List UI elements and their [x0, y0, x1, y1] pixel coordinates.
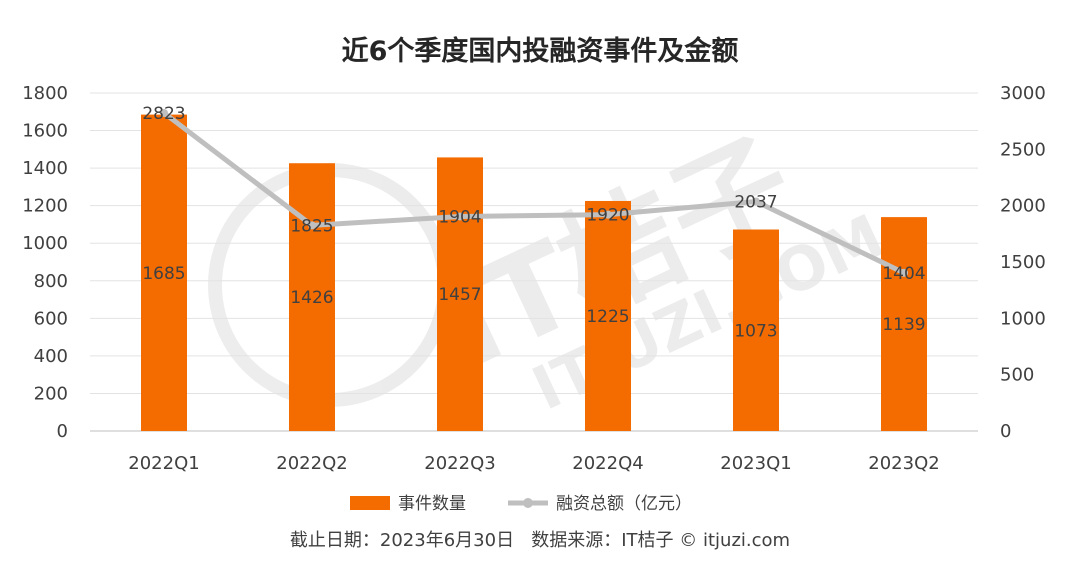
bar: [881, 217, 927, 431]
x-tick-label: 2022Q4: [572, 453, 643, 474]
x-tick-label: 2022Q1: [128, 453, 199, 474]
bar-data-label: 1073: [734, 321, 777, 341]
line-data-label: 2037: [734, 192, 777, 212]
bar-data-label: 1225: [586, 307, 629, 327]
bar: [733, 229, 779, 431]
corner-watermark-label: 大数跨境: [50, 542, 118, 563]
y-right-tick-label: 0: [1000, 421, 1011, 442]
line-data-label: 1920: [586, 206, 629, 226]
bar-data-label: 1426: [290, 288, 333, 308]
line-point: [308, 221, 316, 230]
legend-label-events: 事件数量: [398, 494, 466, 514]
y-right-tick-label: 1500: [1000, 252, 1046, 273]
y-left-tick-label: 400: [34, 346, 68, 367]
bar-data-label: 1139: [882, 315, 925, 335]
y-right-tick-label: 3000: [1000, 83, 1046, 104]
line-labels: 2823 1825 1904 1920 2037 1404: [142, 104, 925, 284]
y-right-tick-label: 1000: [1000, 308, 1046, 329]
corner-logo-icon: [12, 541, 32, 561]
y-right-tick-label: 2000: [1000, 196, 1046, 217]
x-tick-label: 2022Q2: [276, 453, 347, 474]
bar-series-events: [141, 114, 927, 431]
legend-swatch-financing-marker: [523, 498, 533, 508]
bar: [141, 114, 187, 431]
line-point: [160, 108, 168, 117]
line-point: [752, 197, 760, 206]
legend-swatch-events: [350, 496, 390, 510]
line-data-label: 1904: [438, 207, 481, 227]
corner-logo-icon-dot: [29, 542, 43, 556]
line-point: [456, 212, 464, 221]
line-point: [900, 268, 908, 277]
bar-data-label: 1457: [438, 285, 481, 305]
line-data-label: 1404: [882, 264, 925, 284]
y-axis-left: 0 200 400 600 800 1000 1200 1400 1600 1800: [22, 83, 68, 442]
line-point: [604, 210, 612, 219]
x-tick-label: 2022Q3: [424, 453, 495, 474]
y-left-tick-label: 1400: [22, 158, 68, 179]
bar: [289, 163, 335, 431]
line-path: [162, 110, 906, 276]
legend: 事件数量 融资总额（亿元）: [350, 494, 692, 514]
y-axis-right: 0 500 1000 1500 2000 2500 3000: [1000, 83, 1046, 442]
y-left-tick-label: 200: [34, 383, 68, 404]
line-data-label: 2823: [142, 104, 185, 124]
y-left-tick-label: 0: [57, 421, 68, 442]
bar: [585, 200, 631, 431]
gridlines: [90, 92, 978, 432]
x-axis: 2022Q1 2022Q2 2022Q3 2022Q4 2023Q1 2023Q2: [128, 453, 939, 474]
footer-source: 截止日期：2023年6月30日 数据来源：IT桔子 © itjuzi.com: [290, 530, 790, 551]
bar-labels: 1685 1426 1457 1225 1073 1139: [142, 264, 925, 341]
y-left-tick-label: 1800: [22, 83, 68, 104]
chart-title: 近6个季度国内投融资事件及金额: [342, 35, 739, 67]
x-tick-label: 2023Q2: [868, 453, 939, 474]
y-left-tick-label: 1600: [22, 121, 68, 142]
legend-label-financing: 融资总额（亿元）: [556, 494, 692, 514]
y-left-tick-label: 600: [34, 308, 68, 329]
x-tick-label: 2023Q1: [720, 453, 791, 474]
y-left-tick-label: 1200: [22, 196, 68, 217]
corner-watermark: 大数跨境: [12, 541, 118, 563]
y-left-tick-label: 1000: [22, 233, 68, 254]
line-series-financing: [160, 108, 908, 277]
bar: [437, 157, 483, 431]
bar-data-label: 1685: [142, 264, 185, 284]
line-data-label: 1825: [290, 216, 333, 236]
y-right-tick-label: 500: [1000, 365, 1034, 386]
y-left-tick-label: 800: [34, 271, 68, 292]
y-right-tick-label: 2500: [1000, 139, 1046, 160]
